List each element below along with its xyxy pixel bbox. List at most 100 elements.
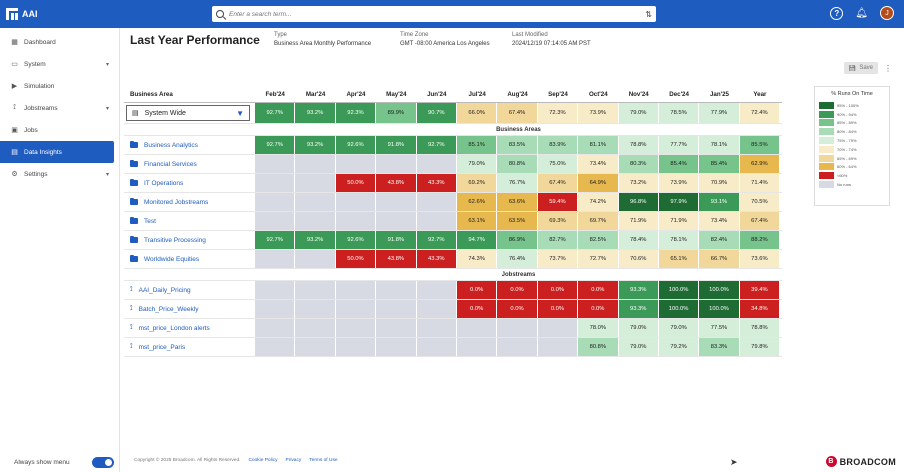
sidebar-item-system[interactable]: ▭ System ▾ [0, 53, 119, 75]
table-cell[interactable]: 83.3% [699, 338, 740, 356]
table-cell[interactable]: 82.7% [537, 231, 579, 249]
table-cell[interactable] [335, 319, 377, 337]
system-wide-cell[interactable]: 67.4% [497, 103, 538, 123]
table-cell[interactable]: 0.0% [578, 281, 619, 299]
table-cell[interactable]: 65.1% [658, 250, 700, 268]
sidebar-item-simulation[interactable]: ▶ Simulation [0, 75, 119, 97]
business-area-link[interactable]: Business Analytics [124, 136, 255, 154]
table-cell[interactable] [255, 250, 296, 268]
table-cell[interactable] [295, 155, 336, 173]
table-cell[interactable]: 93.3% [618, 281, 659, 299]
table-cell[interactable] [295, 319, 336, 337]
table-cell[interactable]: 82.4% [699, 231, 740, 249]
table-cell[interactable]: 50.0% [335, 250, 377, 268]
table-cell[interactable]: 62.6% [456, 193, 498, 211]
table-cell[interactable]: 79.0% [618, 338, 659, 356]
table-cell[interactable]: 59.4% [537, 193, 579, 211]
table-cell[interactable]: 93.1% [699, 193, 740, 211]
table-cell[interactable]: 70.5% [739, 193, 781, 211]
system-wide-cell[interactable]: 79.0% [618, 103, 659, 123]
table-cell[interactable] [376, 281, 417, 299]
table-cell[interactable]: 78.1% [658, 231, 700, 249]
table-cell[interactable] [255, 212, 296, 230]
table-cell[interactable]: 100.0% [699, 300, 740, 318]
table-cell[interactable] [255, 155, 296, 173]
table-cell[interactable]: 100.0% [658, 300, 700, 318]
table-cell[interactable]: 0.0% [456, 300, 498, 318]
table-cell[interactable] [295, 174, 336, 192]
save-button[interactable]: 💾︎ Save [843, 62, 878, 74]
table-cell[interactable] [416, 281, 457, 299]
table-cell[interactable]: 86.9% [497, 231, 538, 249]
table-cell[interactable]: 73.2% [618, 174, 659, 192]
table-cell[interactable]: 74.3% [456, 250, 498, 268]
table-cell[interactable] [255, 193, 296, 211]
table-cell[interactable]: 50.0% [335, 174, 377, 192]
table-cell[interactable] [497, 338, 538, 356]
table-cell[interactable] [456, 319, 498, 337]
table-cell[interactable] [376, 155, 417, 173]
table-cell[interactable]: 78.0% [578, 319, 619, 337]
table-cell[interactable]: 73.7% [537, 250, 579, 268]
table-cell[interactable]: 79.0% [618, 319, 659, 337]
sidebar-item-dashboard[interactable]: ▦ Dashboard [0, 31, 119, 53]
business-area-link[interactable]: Transitive Processing [124, 231, 255, 249]
table-cell[interactable]: 85.5% [739, 136, 781, 154]
table-cell[interactable]: 0.0% [537, 281, 579, 299]
table-cell[interactable]: 80.8% [497, 155, 538, 173]
table-cell[interactable]: 0.0% [497, 281, 538, 299]
table-cell[interactable]: 74.2% [578, 193, 619, 211]
table-cell[interactable]: 91.8% [376, 231, 417, 249]
table-cell[interactable]: 64.9% [578, 174, 619, 192]
table-cell[interactable] [255, 281, 296, 299]
table-cell[interactable] [295, 300, 336, 318]
table-cell[interactable]: 78.8% [739, 319, 781, 337]
table-cell[interactable]: 71.9% [618, 212, 659, 230]
table-cell[interactable]: 79.0% [658, 319, 700, 337]
table-cell[interactable]: 85.4% [658, 155, 700, 173]
system-wide-cell[interactable]: 72.4% [739, 103, 781, 123]
table-cell[interactable]: 0.0% [578, 300, 619, 318]
table-cell[interactable] [335, 281, 377, 299]
table-cell[interactable]: 71.4% [739, 174, 781, 192]
table-cell[interactable]: 93.2% [295, 136, 336, 154]
jobstream-link[interactable]: ⟟ mst_price_Paris [124, 338, 255, 356]
table-cell[interactable]: 43.8% [376, 174, 417, 192]
chevron-down-icon[interactable]: ▾ [105, 171, 109, 178]
table-cell[interactable] [335, 300, 377, 318]
table-cell[interactable]: 79.8% [739, 338, 781, 356]
jobstream-link[interactable]: ⟟ AAI_Daily_Pricing [124, 281, 255, 299]
table-cell[interactable]: 91.8% [376, 136, 417, 154]
table-cell[interactable] [497, 319, 538, 337]
search-options-icon[interactable]: ⇅ [645, 9, 652, 19]
table-cell[interactable]: 97.9% [658, 193, 700, 211]
table-cell[interactable]: 82.5% [578, 231, 619, 249]
table-cell[interactable]: 78.8% [618, 136, 659, 154]
table-cell[interactable]: 88.2% [739, 231, 781, 249]
table-cell[interactable]: 69.7% [578, 212, 619, 230]
table-cell[interactable] [295, 193, 336, 211]
table-cell[interactable]: 83.9% [537, 136, 579, 154]
sidebar-item-data-insights[interactable]: ▤ Data Insights [0, 141, 114, 163]
table-cell[interactable]: 96.8% [618, 193, 659, 211]
business-area-link[interactable]: Financial Services [124, 155, 255, 173]
table-cell[interactable]: 43.3% [416, 174, 457, 192]
table-cell[interactable]: 73.9% [658, 174, 700, 192]
table-cell[interactable] [335, 212, 377, 230]
table-cell[interactable]: 67.4% [537, 174, 579, 192]
table-cell[interactable]: 100.0% [699, 281, 740, 299]
table-cell[interactable]: 63.6% [497, 193, 538, 211]
table-cell[interactable]: 43.8% [376, 250, 417, 268]
table-cell[interactable]: 92.7% [416, 231, 457, 249]
notification-bell-icon[interactable]: 🔔︎ [855, 7, 868, 19]
table-cell[interactable] [416, 319, 457, 337]
table-cell[interactable] [416, 155, 457, 173]
table-cell[interactable] [537, 338, 579, 356]
table-cell[interactable]: 72.7% [578, 250, 619, 268]
table-cell[interactable] [416, 193, 457, 211]
table-cell[interactable]: 39.4% [739, 281, 781, 299]
table-cell[interactable] [416, 212, 457, 230]
table-cell[interactable]: 85.4% [699, 155, 740, 173]
table-cell[interactable]: 94.7% [456, 231, 498, 249]
table-cell[interactable]: 80.3% [618, 155, 659, 173]
